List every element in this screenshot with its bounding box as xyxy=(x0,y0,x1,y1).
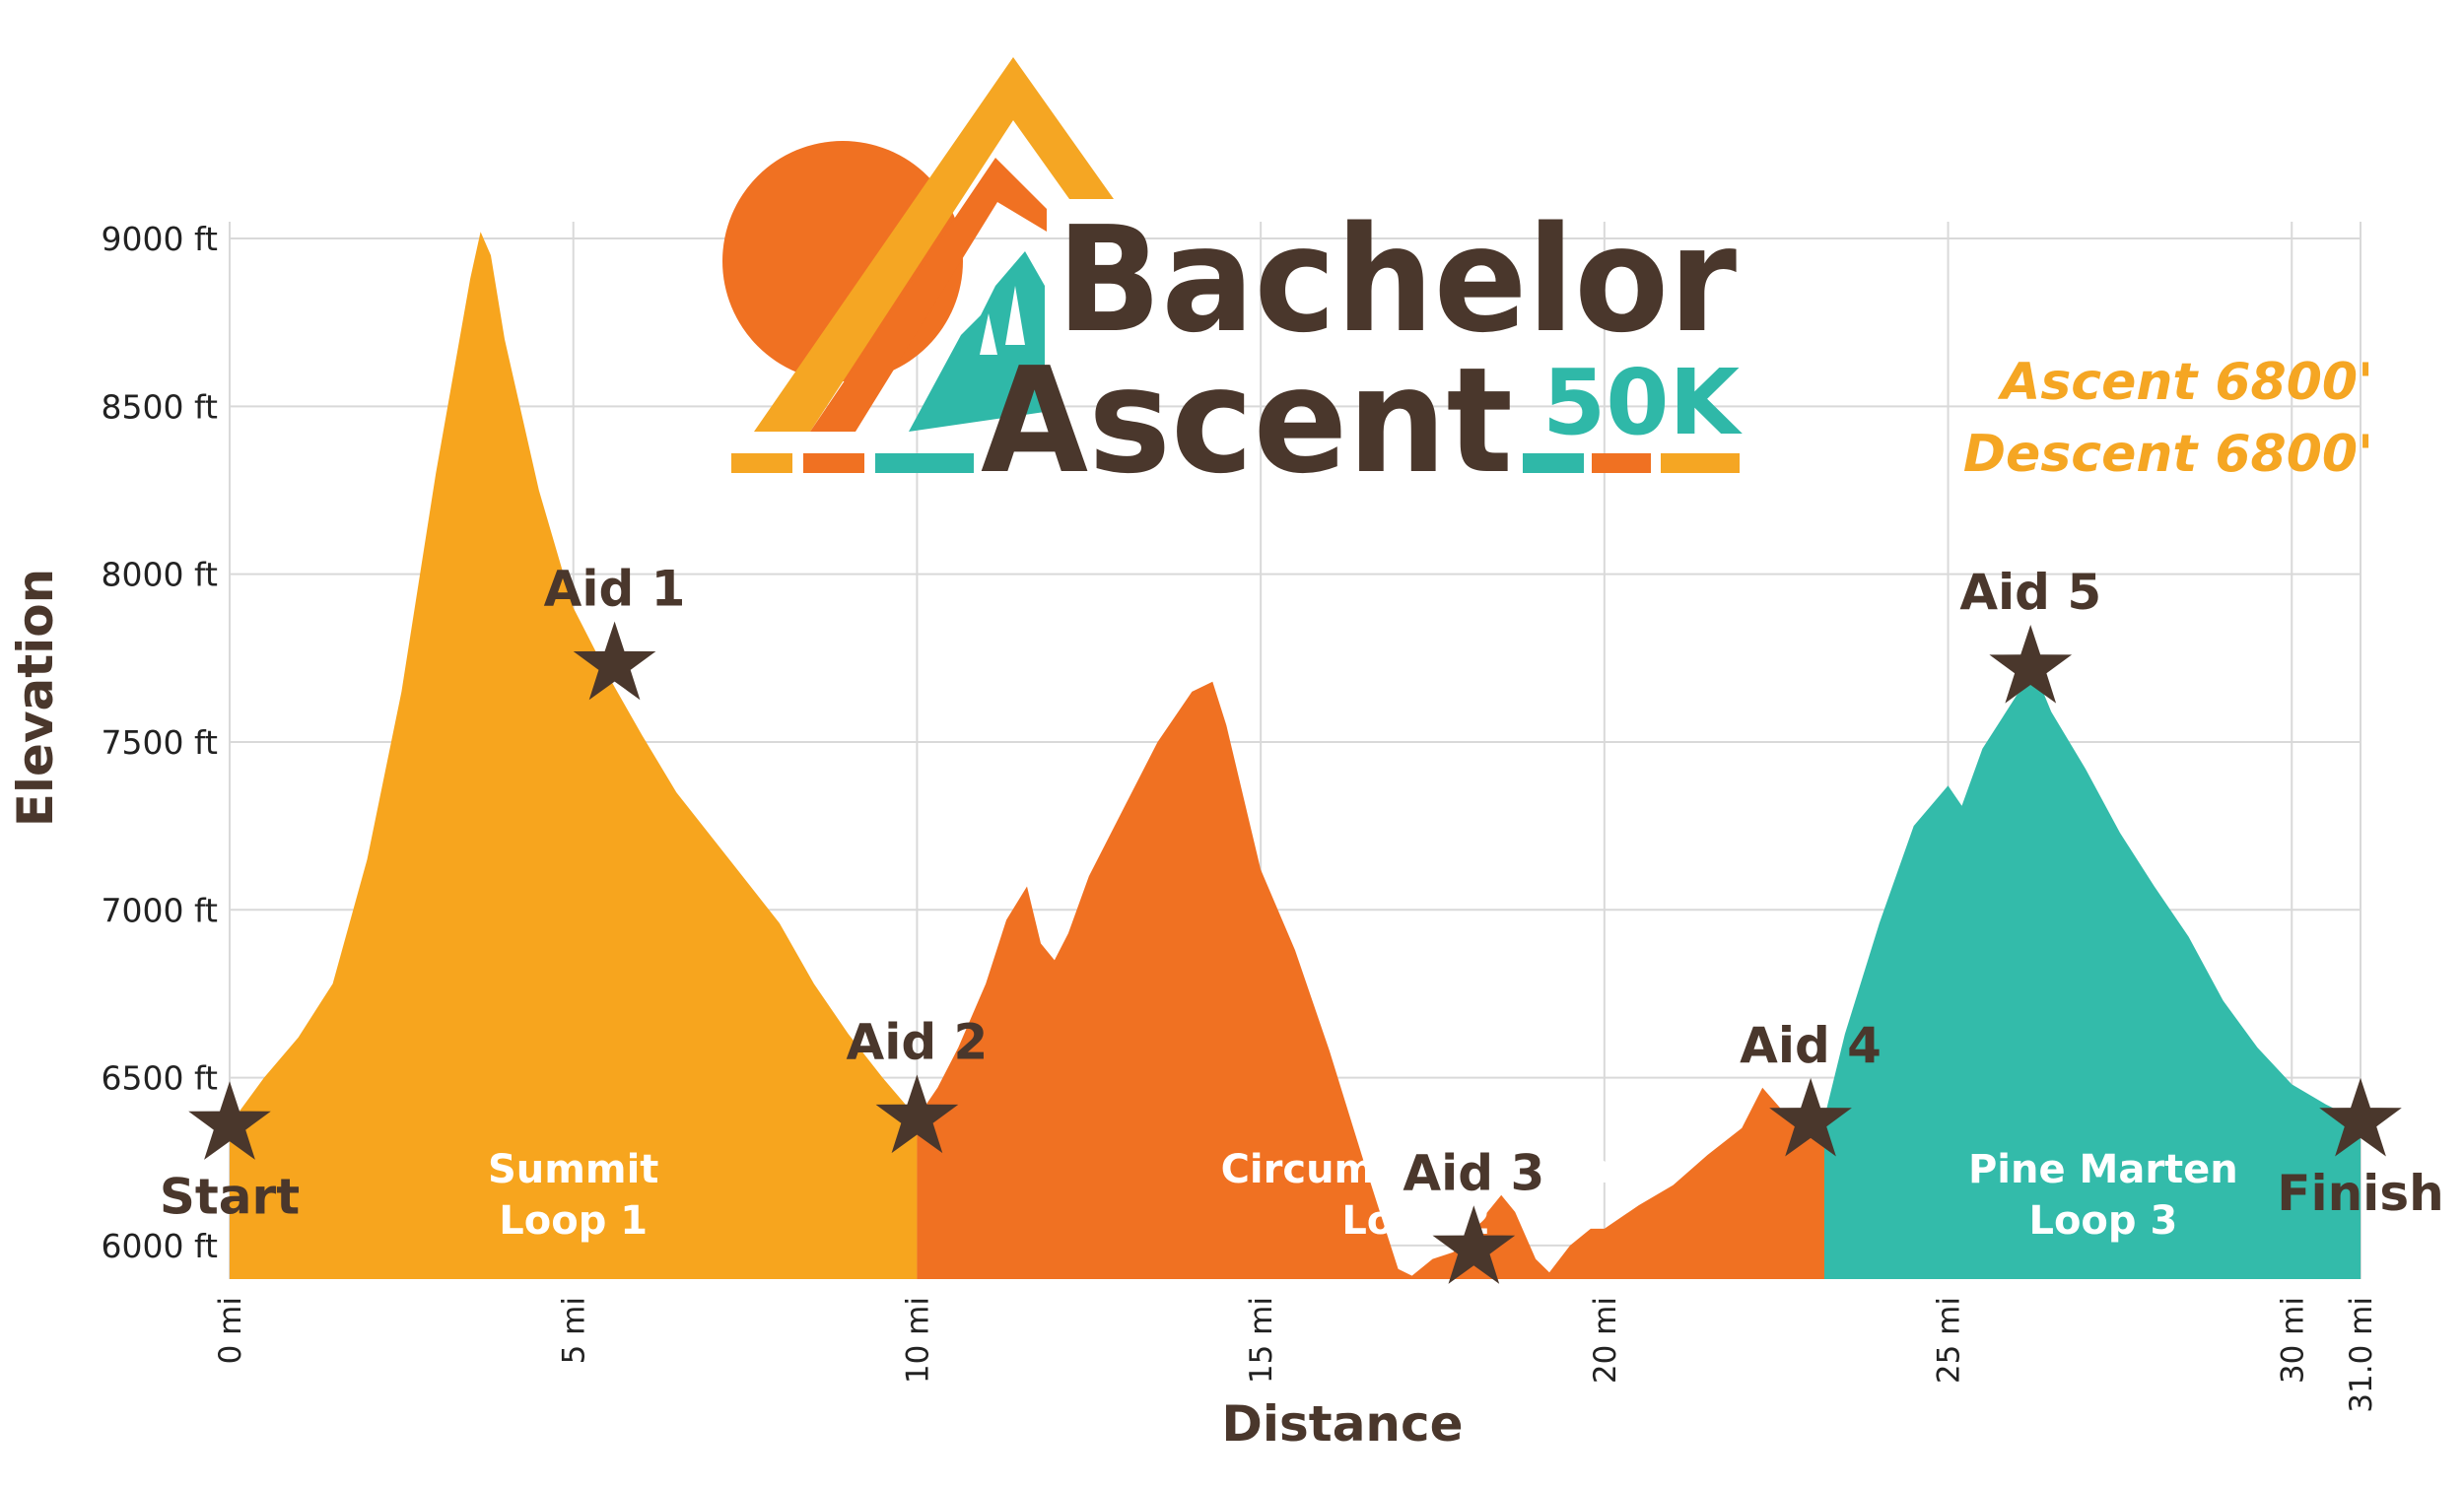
logo-base-stripe-6 xyxy=(1661,453,1740,473)
elevation-areas xyxy=(230,232,2361,1279)
segment-label-line-1: Summit xyxy=(488,1147,658,1192)
y-tick-label: 9000 ft xyxy=(102,220,219,258)
x-tick-label: 0 mi xyxy=(213,1297,248,1364)
aid-station-label: Aid 1 xyxy=(544,561,686,618)
logo-base-stripe-3 xyxy=(875,453,974,473)
y-tick-label: 8000 ft xyxy=(102,556,219,594)
x-tick-label: 10 mi xyxy=(900,1297,935,1384)
tree-notch-1 xyxy=(980,313,997,355)
x-tick-label: 31.0 mi xyxy=(2344,1297,2379,1413)
segment-label-line-2: Loop 1 xyxy=(499,1198,648,1244)
ascent-stat: Ascent 6800' xyxy=(1997,353,2373,412)
y-axis-title: Elevation xyxy=(7,569,64,828)
aid-station-star-icon xyxy=(573,621,656,701)
logo-title-line-1: Bachelor xyxy=(1057,195,1737,365)
aid-station-star-icon xyxy=(1989,625,2073,704)
aid-station-star-icon xyxy=(875,1074,959,1154)
segment-label-line-2: Loop 3 xyxy=(2028,1198,2177,1244)
aid-station-star-icon xyxy=(1769,1077,1852,1157)
x-tick-label: 30 mi xyxy=(2275,1297,2310,1384)
area-circumnavigation-loop-2 xyxy=(917,681,1825,1279)
x-axis-ticks: 0 mi 5 mi 10 mi 15 mi 20 mi 25 mi 30 mi 31.0 mi xyxy=(213,1297,2379,1413)
logo-title-line-2: Ascent xyxy=(981,336,1513,506)
logo-base-stripe-4 xyxy=(1523,453,1584,473)
y-tick-label: 7000 ft xyxy=(102,891,219,929)
aid-station-star-icon xyxy=(2319,1077,2402,1157)
aid-station-star-icon xyxy=(1432,1205,1516,1284)
ascent-descent-stats: Ascent 6800' Descent 6800' xyxy=(1963,353,2373,484)
y-tick-label: 7500 ft xyxy=(102,723,219,762)
x-tick-label: 20 mi xyxy=(1588,1297,1623,1384)
y-tick-label: 6500 ft xyxy=(102,1059,219,1098)
tree-peak xyxy=(909,251,1045,432)
aid-station-label: Aid 2 xyxy=(847,1013,989,1070)
logo-base-stripe-2 xyxy=(803,453,864,473)
descent-stat: Descent 6800' xyxy=(1963,425,2373,484)
tree-notch-2 xyxy=(1005,286,1025,345)
logo-badge-50k: 50K xyxy=(1542,350,1744,455)
area-pine-marten-loop-3 xyxy=(1824,678,2361,1279)
y-tick-label: 6000 ft xyxy=(102,1227,219,1265)
bachelor-ascent-logo: Bachelor Ascent 50K xyxy=(722,57,1744,506)
aid-station-markers: Start Aid 1 Aid 2 Aid 3 Aid 4 Aid 5 Finish xyxy=(160,561,2444,1284)
logo-base-stripe-1 xyxy=(731,453,792,473)
x-tick-label: 15 mi xyxy=(1244,1297,1279,1384)
outer-peak-stripe xyxy=(754,57,1114,432)
aid-station-label: Start xyxy=(160,1168,300,1225)
x-tick-label: 25 mi xyxy=(1932,1297,1967,1384)
aid-station-label: Finish xyxy=(2277,1165,2443,1222)
aid-station-label: Aid 4 xyxy=(1740,1017,1882,1074)
aid-station-label: Aid 5 xyxy=(1959,564,2101,621)
area-summit-loop-1 xyxy=(230,232,918,1279)
y-tick-label: 8500 ft xyxy=(102,387,219,426)
segment-label-line-1: Circumnavigation xyxy=(1221,1147,1611,1192)
segment-label-line-1: Pine Marten xyxy=(1968,1147,2238,1192)
y-axis-ticks: 6000 ft 6500 ft 7000 ft 7500 ft 8000 ft 8500 … xyxy=(102,220,219,1265)
x-tick-label: 5 mi xyxy=(557,1297,592,1364)
middle-peak-stripe xyxy=(810,158,1047,432)
logo-base-stripe-5 xyxy=(1592,453,1651,473)
aid-station-star-icon xyxy=(188,1081,271,1160)
aid-station-label: Aid 3 xyxy=(1403,1144,1544,1201)
x-axis-title: Distance xyxy=(1221,1395,1463,1453)
